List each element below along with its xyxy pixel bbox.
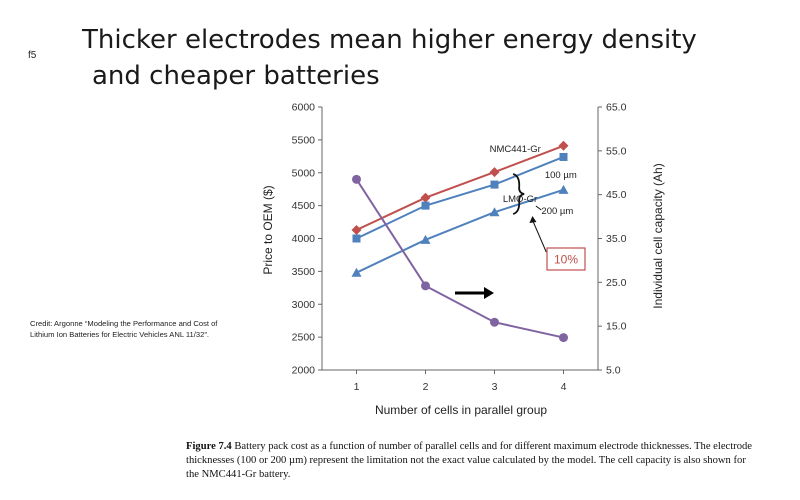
triangle-point	[558, 184, 569, 194]
square-point	[559, 152, 568, 161]
y-tick-label: 5000	[292, 167, 316, 179]
slide-title: Thicker electrodes mean higher energy de…	[82, 22, 697, 94]
square-point	[421, 201, 430, 210]
y-tick-label: 6000	[292, 102, 316, 114]
square-point	[490, 180, 499, 189]
square-point	[352, 234, 361, 243]
title-line-2: and cheaper batteries	[92, 61, 380, 91]
caption-label: Figure 7.4	[186, 441, 232, 452]
y-tick-label: 3000	[292, 299, 316, 311]
circle-point	[490, 317, 499, 327]
brace-mark	[512, 173, 525, 215]
y-tick-label: 3500	[292, 266, 316, 278]
pct-label: 10%	[554, 253, 578, 267]
circle-point	[352, 174, 361, 184]
chart-series	[351, 140, 569, 343]
pct-pointer-line	[531, 219, 547, 253]
figure-caption: Figure 7.4 Battery pack cost as a functi…	[186, 440, 756, 482]
title-line-1: Thicker electrodes mean higher energy de…	[82, 25, 697, 55]
series-line-3	[355, 178, 564, 339]
y-tick-label: 4500	[292, 200, 316, 212]
chart: 2000 2500 3000 3500 4000 4500 5000 5500 6000 5.0 1…	[261, 102, 665, 418]
y-tick-label: 4000	[292, 233, 316, 245]
circle-point	[421, 281, 430, 291]
y2-tick-label: 35.0	[606, 233, 627, 245]
y2-tick-label: 5.0	[606, 365, 621, 377]
y2-tick-label: 65.0	[606, 102, 627, 114]
y2-tick-label: 45.0	[606, 189, 627, 201]
x-tick-label: 2	[423, 381, 429, 393]
y2-tick-label: 55.0	[606, 145, 627, 157]
slide-tag: f5	[28, 50, 37, 61]
chart-axes: 2000 2500 3000 3500 4000 4500 5000 5500 6000 5.0 1…	[292, 102, 627, 394]
diamond-point	[351, 224, 362, 235]
x-axis-label: Number of cells in parallel group	[375, 403, 547, 417]
nmc-label: NMC441-Gr	[490, 144, 541, 155]
triangle-point	[420, 234, 431, 244]
pct-box	[546, 247, 586, 271]
thickness-200-label: 200 µm	[541, 206, 573, 217]
pct-pointer-head	[529, 216, 537, 223]
y2-tick-label: 15.0	[606, 321, 627, 333]
x-tick-label: 3	[492, 381, 498, 393]
diamond-point	[489, 167, 500, 178]
y-axis-label: Price to OEM ($)	[261, 185, 275, 274]
y2-tick-label: 25.0	[606, 277, 627, 289]
circle-point	[559, 333, 568, 343]
triangle-point	[489, 207, 500, 217]
y-tick-label: 5500	[292, 134, 316, 146]
trend-arrow-head	[484, 287, 494, 299]
x-tick-label: 4	[561, 381, 567, 393]
x-tick-label: 1	[354, 381, 360, 393]
series-line-0	[356, 144, 564, 231]
y-tick-label: 2500	[292, 332, 316, 344]
caption-text: Battery pack cost as a function of numbe…	[186, 441, 752, 480]
diamond-point	[558, 140, 569, 151]
triangle-point	[351, 267, 362, 277]
credit-note: Credit: Argonne “Modeling the Performanc…	[30, 319, 218, 339]
series-line-2	[356, 188, 564, 274]
y2-axis-label: Individual cell capacity (Ah)	[651, 163, 665, 308]
diamond-point	[420, 192, 431, 203]
arrow-200-pointer	[535, 205, 542, 211]
series-line-1	[356, 156, 564, 240]
thickness-100-label: 100 µm	[545, 170, 577, 181]
y-tick-label: 2000	[292, 365, 316, 377]
